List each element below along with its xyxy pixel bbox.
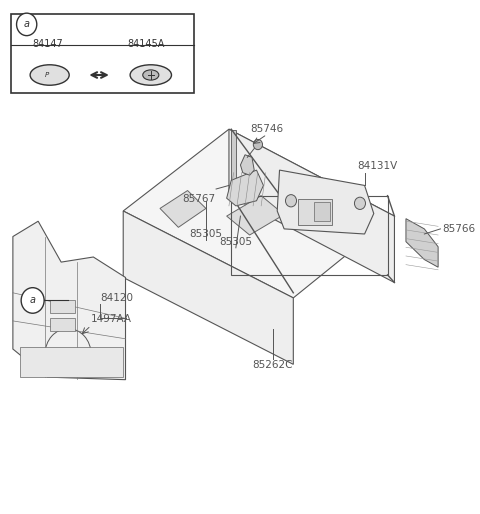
Polygon shape: [406, 218, 438, 267]
Polygon shape: [240, 155, 254, 175]
Text: 85305: 85305: [219, 237, 252, 247]
FancyBboxPatch shape: [49, 318, 75, 331]
Circle shape: [286, 195, 297, 207]
Text: a: a: [30, 296, 36, 305]
Text: 84131V: 84131V: [358, 161, 398, 171]
Text: 84120: 84120: [100, 293, 133, 303]
Ellipse shape: [130, 65, 171, 85]
FancyBboxPatch shape: [11, 14, 194, 94]
Polygon shape: [277, 170, 374, 234]
Text: 85305: 85305: [190, 229, 222, 239]
Polygon shape: [227, 170, 264, 206]
Polygon shape: [123, 129, 395, 298]
Text: 84145A: 84145A: [128, 39, 165, 49]
Polygon shape: [231, 130, 236, 197]
Text: 85766: 85766: [442, 224, 475, 234]
Polygon shape: [227, 196, 284, 235]
Text: 1497AA: 1497AA: [91, 315, 132, 324]
FancyBboxPatch shape: [20, 347, 123, 377]
Circle shape: [21, 288, 44, 313]
Ellipse shape: [143, 70, 159, 80]
Text: 84147: 84147: [32, 39, 63, 49]
Polygon shape: [123, 211, 293, 364]
Text: 85767: 85767: [182, 194, 215, 204]
Polygon shape: [229, 129, 395, 283]
Circle shape: [16, 13, 37, 35]
Circle shape: [253, 139, 263, 150]
Polygon shape: [13, 221, 125, 380]
Text: P: P: [45, 72, 49, 78]
Circle shape: [354, 197, 365, 210]
FancyBboxPatch shape: [298, 199, 332, 225]
Text: 85746: 85746: [251, 124, 284, 134]
Polygon shape: [160, 191, 206, 227]
Text: a: a: [24, 20, 30, 29]
Ellipse shape: [30, 65, 69, 85]
Text: 85262C: 85262C: [252, 360, 293, 370]
FancyBboxPatch shape: [49, 301, 75, 313]
FancyBboxPatch shape: [314, 202, 330, 221]
